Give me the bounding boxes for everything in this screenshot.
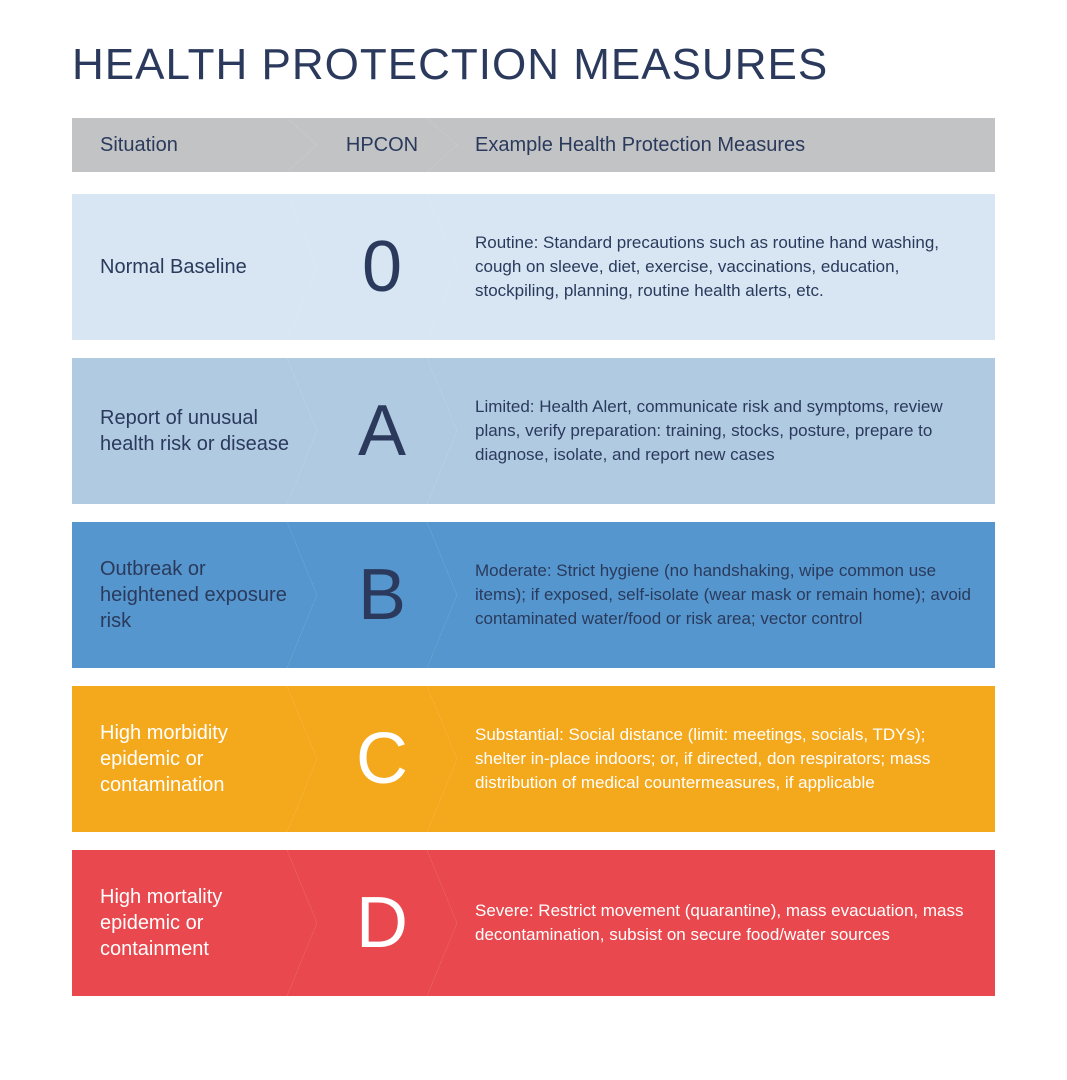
header-row: Situation HPCON Example Health Protectio… bbox=[72, 118, 995, 172]
situation-cell: Normal Baseline bbox=[72, 194, 317, 340]
situation-text: Normal Baseline bbox=[100, 254, 247, 280]
measures-cell: Substantial: Social distance (limit: mee… bbox=[427, 686, 995, 832]
measures-text: Routine: Standard precautions such as ro… bbox=[475, 231, 973, 302]
hpcon-row-D: High mortality epidemic or containment D S… bbox=[72, 850, 995, 996]
measures-text: Substantial: Social distance (limit: mee… bbox=[475, 723, 973, 794]
measures-text: Moderate: Strict hygiene (no handshaking… bbox=[475, 559, 973, 630]
situation-cell: High morbidity epidemic or contamination bbox=[72, 686, 317, 832]
hpcon-row-C: High morbidity epidemic or contamination… bbox=[72, 686, 995, 832]
situation-cell: Outbreak or heightened exposure risk bbox=[72, 522, 317, 668]
situation-cell: High mortality epidemic or containment bbox=[72, 850, 317, 996]
page-title: HEALTH PROTECTION MEASURES bbox=[72, 40, 995, 90]
hpcon-row-B: Outbreak or heightened exposure risk B Mod… bbox=[72, 522, 995, 668]
situation-text: Report of unusual health risk or disease bbox=[100, 405, 295, 457]
hpcon-row-0: Normal Baseline 0 Routine: Standard precau… bbox=[72, 194, 995, 340]
hpcon-letter: 0 bbox=[362, 231, 402, 303]
hpcon-row-A: Report of unusual health risk or disease… bbox=[72, 358, 995, 504]
measures-cell: Moderate: Strict hygiene (no handshaking… bbox=[427, 522, 995, 668]
hpcon-letter: A bbox=[358, 395, 406, 467]
situation-cell: Report of unusual health risk or disease bbox=[72, 358, 317, 504]
measures-text: Severe: Restrict movement (quarantine), … bbox=[475, 899, 973, 947]
hpcon-letter: D bbox=[356, 887, 408, 959]
measures-text: Limited: Health Alert, communicate risk … bbox=[475, 395, 973, 466]
hpcon-letter: B bbox=[358, 559, 406, 631]
measures-cell: Limited: Health Alert, communicate risk … bbox=[427, 358, 995, 504]
measures-cell: Severe: Restrict movement (quarantine), … bbox=[427, 850, 995, 996]
situation-text: Outbreak or heightened exposure risk bbox=[100, 556, 295, 634]
rows-container: Normal Baseline 0 Routine: Standard precau… bbox=[72, 194, 995, 996]
situation-text: High mortality epidemic or containment bbox=[100, 884, 295, 962]
header-measures: Example Health Protection Measures bbox=[427, 118, 995, 172]
measures-cell: Routine: Standard precautions such as ro… bbox=[427, 194, 995, 340]
header-situation: Situation bbox=[72, 118, 317, 172]
hpcon-letter: C bbox=[356, 723, 408, 795]
situation-text: High morbidity epidemic or contamination bbox=[100, 720, 295, 798]
